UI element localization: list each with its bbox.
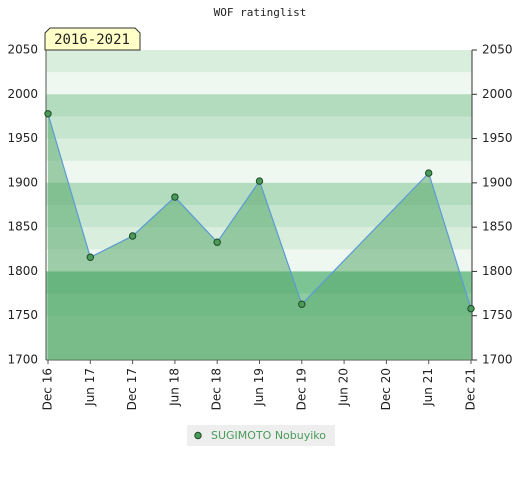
badge: 2016-2021 bbox=[54, 32, 130, 48]
y-tick-label: 1850 bbox=[7, 220, 38, 234]
point bbox=[467, 304, 475, 313]
x-tick-label: Jun 19 bbox=[252, 368, 266, 407]
y2-tick-label: 1900 bbox=[482, 175, 513, 189]
x-tick-label: Jun 18 bbox=[167, 368, 181, 407]
y2-tick-label: 1800 bbox=[482, 264, 513, 278]
band bbox=[46, 72, 472, 95]
y2-tick-label: 2000 bbox=[482, 87, 513, 101]
point bbox=[86, 253, 95, 261]
area bbox=[48, 113, 471, 361]
point bbox=[255, 177, 264, 185]
point bbox=[425, 169, 433, 177]
y2-tick-label: 1950 bbox=[482, 131, 513, 145]
point bbox=[128, 232, 137, 240]
legend-label: SUGIMOTO Nobuyiko bbox=[211, 429, 326, 442]
band bbox=[46, 138, 472, 162]
y-tick-label: 1800 bbox=[7, 264, 38, 278]
y-tick-label: 2000 bbox=[7, 87, 38, 101]
point bbox=[213, 238, 221, 246]
x-tick-label: Dec 19 bbox=[294, 368, 308, 410]
y2-tick-label: 1850 bbox=[482, 220, 513, 234]
x-tick-label: Dec 20 bbox=[379, 368, 393, 410]
x-tick-label: Dec 18 bbox=[210, 368, 224, 410]
band bbox=[46, 94, 472, 117]
y-tick-label: 1700 bbox=[7, 353, 38, 367]
point bbox=[171, 193, 179, 201]
x-tick-label: Dec 17 bbox=[125, 368, 139, 410]
y2-tick-label: 2050 bbox=[482, 43, 513, 57]
point bbox=[298, 300, 306, 308]
y-tick-label: 1900 bbox=[7, 175, 38, 189]
x-tick-label: Jun 17 bbox=[83, 368, 97, 407]
y2-tick-label: 1700 bbox=[482, 353, 513, 367]
x-tick-label: Jun 21 bbox=[421, 368, 435, 407]
badge-box bbox=[44, 27, 141, 51]
band bbox=[46, 116, 472, 140]
legend-marker bbox=[194, 431, 202, 440]
y-tick-label: 1750 bbox=[7, 308, 38, 322]
y2-tick-label: 1750 bbox=[482, 308, 513, 322]
point bbox=[44, 110, 52, 118]
y-tick-label: 1950 bbox=[7, 131, 38, 145]
x-tick-label: Dec 16 bbox=[41, 368, 55, 410]
x-tick-label: Jun 20 bbox=[337, 368, 351, 407]
legend-box bbox=[187, 425, 335, 446]
y-tick-label: 2050 bbox=[7, 43, 38, 57]
x-tick-label: Dec 21 bbox=[464, 368, 478, 410]
band bbox=[46, 50, 472, 73]
band bbox=[46, 160, 472, 184]
chart-title: WOF ratinglist bbox=[214, 6, 307, 19]
